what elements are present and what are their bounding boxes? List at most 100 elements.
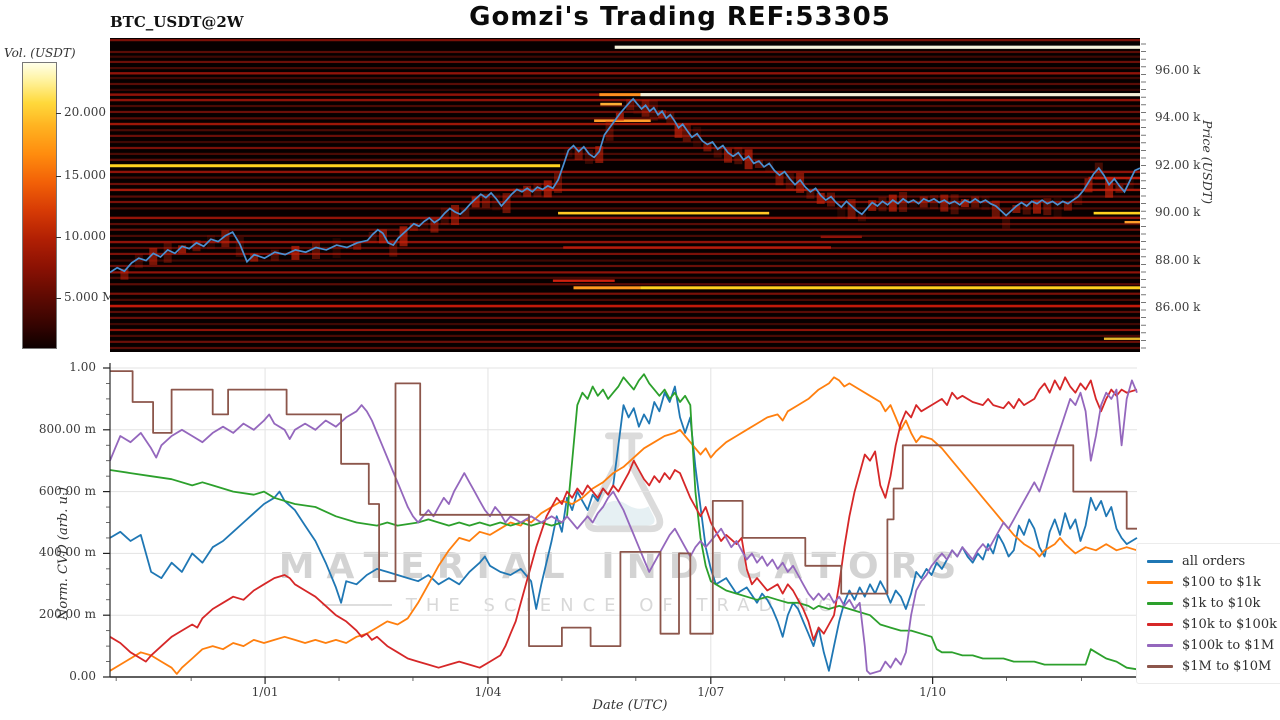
volume-candle (703, 143, 712, 152)
volume-candle (1125, 178, 1134, 190)
legend-item: $100k to $1M (1147, 635, 1280, 656)
volume-candle (754, 160, 763, 169)
volume-candle (744, 149, 753, 170)
liquidity-stripe (558, 211, 770, 215)
volume-candle (991, 200, 1000, 218)
volume-candle (420, 218, 429, 230)
volume-candle (595, 146, 604, 164)
legend-item: $100 to $1k (1147, 572, 1280, 593)
volume-candle (584, 149, 593, 164)
cvd-series--1m-to-10m (110, 370, 1137, 648)
liquidity-stripe (1124, 220, 1140, 224)
liquidity-stripe (594, 119, 651, 123)
liquidity-stripe (110, 55, 1140, 58)
liquidity-stripe (110, 340, 1140, 343)
colorbar-tick (56, 113, 61, 114)
price-tick-label: 88.00 k (1155, 252, 1201, 267)
liquidity-stripe (110, 104, 1140, 108)
cvd-series--100-to-1k (109, 376, 1138, 675)
liquidity-stripe (110, 234, 1140, 237)
liquidity-stripe (110, 328, 1140, 332)
price-tick-label: 92.00 k (1155, 157, 1201, 172)
cvd-x-tick-label: 1/04 (474, 685, 502, 699)
legend: all orders $100 to $1k $1k to $10k $10k to … (1136, 543, 1280, 684)
volume-candle (178, 245, 187, 254)
legend-item: $1M to $10M (1147, 656, 1280, 677)
cvd-plot (103, 363, 1138, 684)
liquidity-stripe (110, 170, 1140, 174)
liquidity-stripe (110, 158, 1140, 161)
volume-candle (615, 112, 624, 121)
liquidity-stripe (110, 264, 1140, 268)
volume-candle (1063, 202, 1072, 211)
volume-candle (940, 194, 949, 212)
liquidity-stripe (110, 72, 1140, 75)
symbol-label: BTC_USDT@2W (110, 13, 244, 31)
volume-candle (919, 196, 928, 208)
volume-candle (574, 149, 583, 161)
liquidity-stripe (110, 110, 1140, 114)
liquidity-stripe (1103, 337, 1140, 340)
volume-candle (451, 204, 460, 225)
volume-candle (440, 207, 449, 225)
liquidity-stripe (110, 182, 1140, 186)
liquidity-stripe (640, 286, 1140, 290)
volume-candle (633, 100, 642, 115)
volume-candle (693, 126, 702, 147)
legend-label: all orders (1182, 554, 1246, 569)
cvd-x-tick-label: 1/07 (697, 685, 725, 699)
volume-candle (270, 249, 279, 261)
volume-candle (1094, 162, 1103, 180)
cvd-series--10k-to-100k (109, 376, 1138, 669)
liquidity-stripe (110, 93, 600, 96)
volume-candle (713, 146, 722, 158)
legend-item: all orders (1147, 551, 1280, 572)
volume-candle (368, 231, 377, 243)
liquidity-stripe (110, 322, 1140, 326)
volume-candle (658, 110, 667, 119)
cvd-series-all-orders (109, 385, 1138, 672)
legend-label: $1k to $10k (1182, 596, 1261, 611)
volume-candle (332, 238, 341, 259)
volume-candle (312, 242, 320, 260)
liquidity-stripe (110, 152, 1140, 155)
volume-candle (149, 247, 158, 265)
volume-colorbar (22, 62, 57, 349)
volume-candle (827, 192, 835, 207)
liquidity-stripe (110, 292, 1140, 295)
volume-candle (605, 120, 614, 141)
liquidity-stripe (552, 279, 615, 282)
volume-candle (765, 160, 774, 172)
legend-label: $100 to $1k (1182, 575, 1261, 590)
price-line (109, 97, 1141, 274)
liquidity-stripe (110, 207, 1140, 210)
volume-candle (724, 148, 732, 163)
volume-candle (878, 197, 887, 212)
liquidity-stripe (640, 93, 1140, 97)
volume-candle (649, 100, 658, 121)
liquidity-stripe (110, 50, 1140, 54)
volume-candle (909, 199, 918, 208)
liquidity-stripe (110, 200, 1140, 204)
liquidity-stripe (110, 176, 1140, 179)
liquidity-stripe (599, 93, 641, 97)
volume-candle (1084, 178, 1093, 193)
legend-item: $10k to $100k (1147, 614, 1280, 635)
cvd-y-tick-label: 400.00 m (38, 545, 96, 560)
volume-candle (847, 199, 856, 220)
volume-candle (666, 112, 675, 124)
price-tick-label: 90.00 k (1155, 205, 1201, 220)
price-tick-label: 94.00 k (1155, 110, 1201, 125)
cvd-y-axis-title: Norm. CVD (arb. u.) (56, 486, 71, 620)
cvd-y-tick-label: 800.00 m (38, 421, 96, 436)
volume-candle (1002, 208, 1011, 229)
liquidity-stripe (110, 259, 1140, 262)
colorbar-tick (56, 176, 61, 177)
volume-candle (461, 208, 470, 217)
price-tick-label: 96.00 k (1155, 62, 1201, 77)
liquidity-stripe (110, 195, 1140, 198)
colorbar-tick-label: 10.000 M (64, 228, 123, 243)
liquidity-stripe (614, 45, 1140, 49)
liquidity-stripe (110, 188, 1140, 192)
volume-candle (399, 226, 408, 247)
